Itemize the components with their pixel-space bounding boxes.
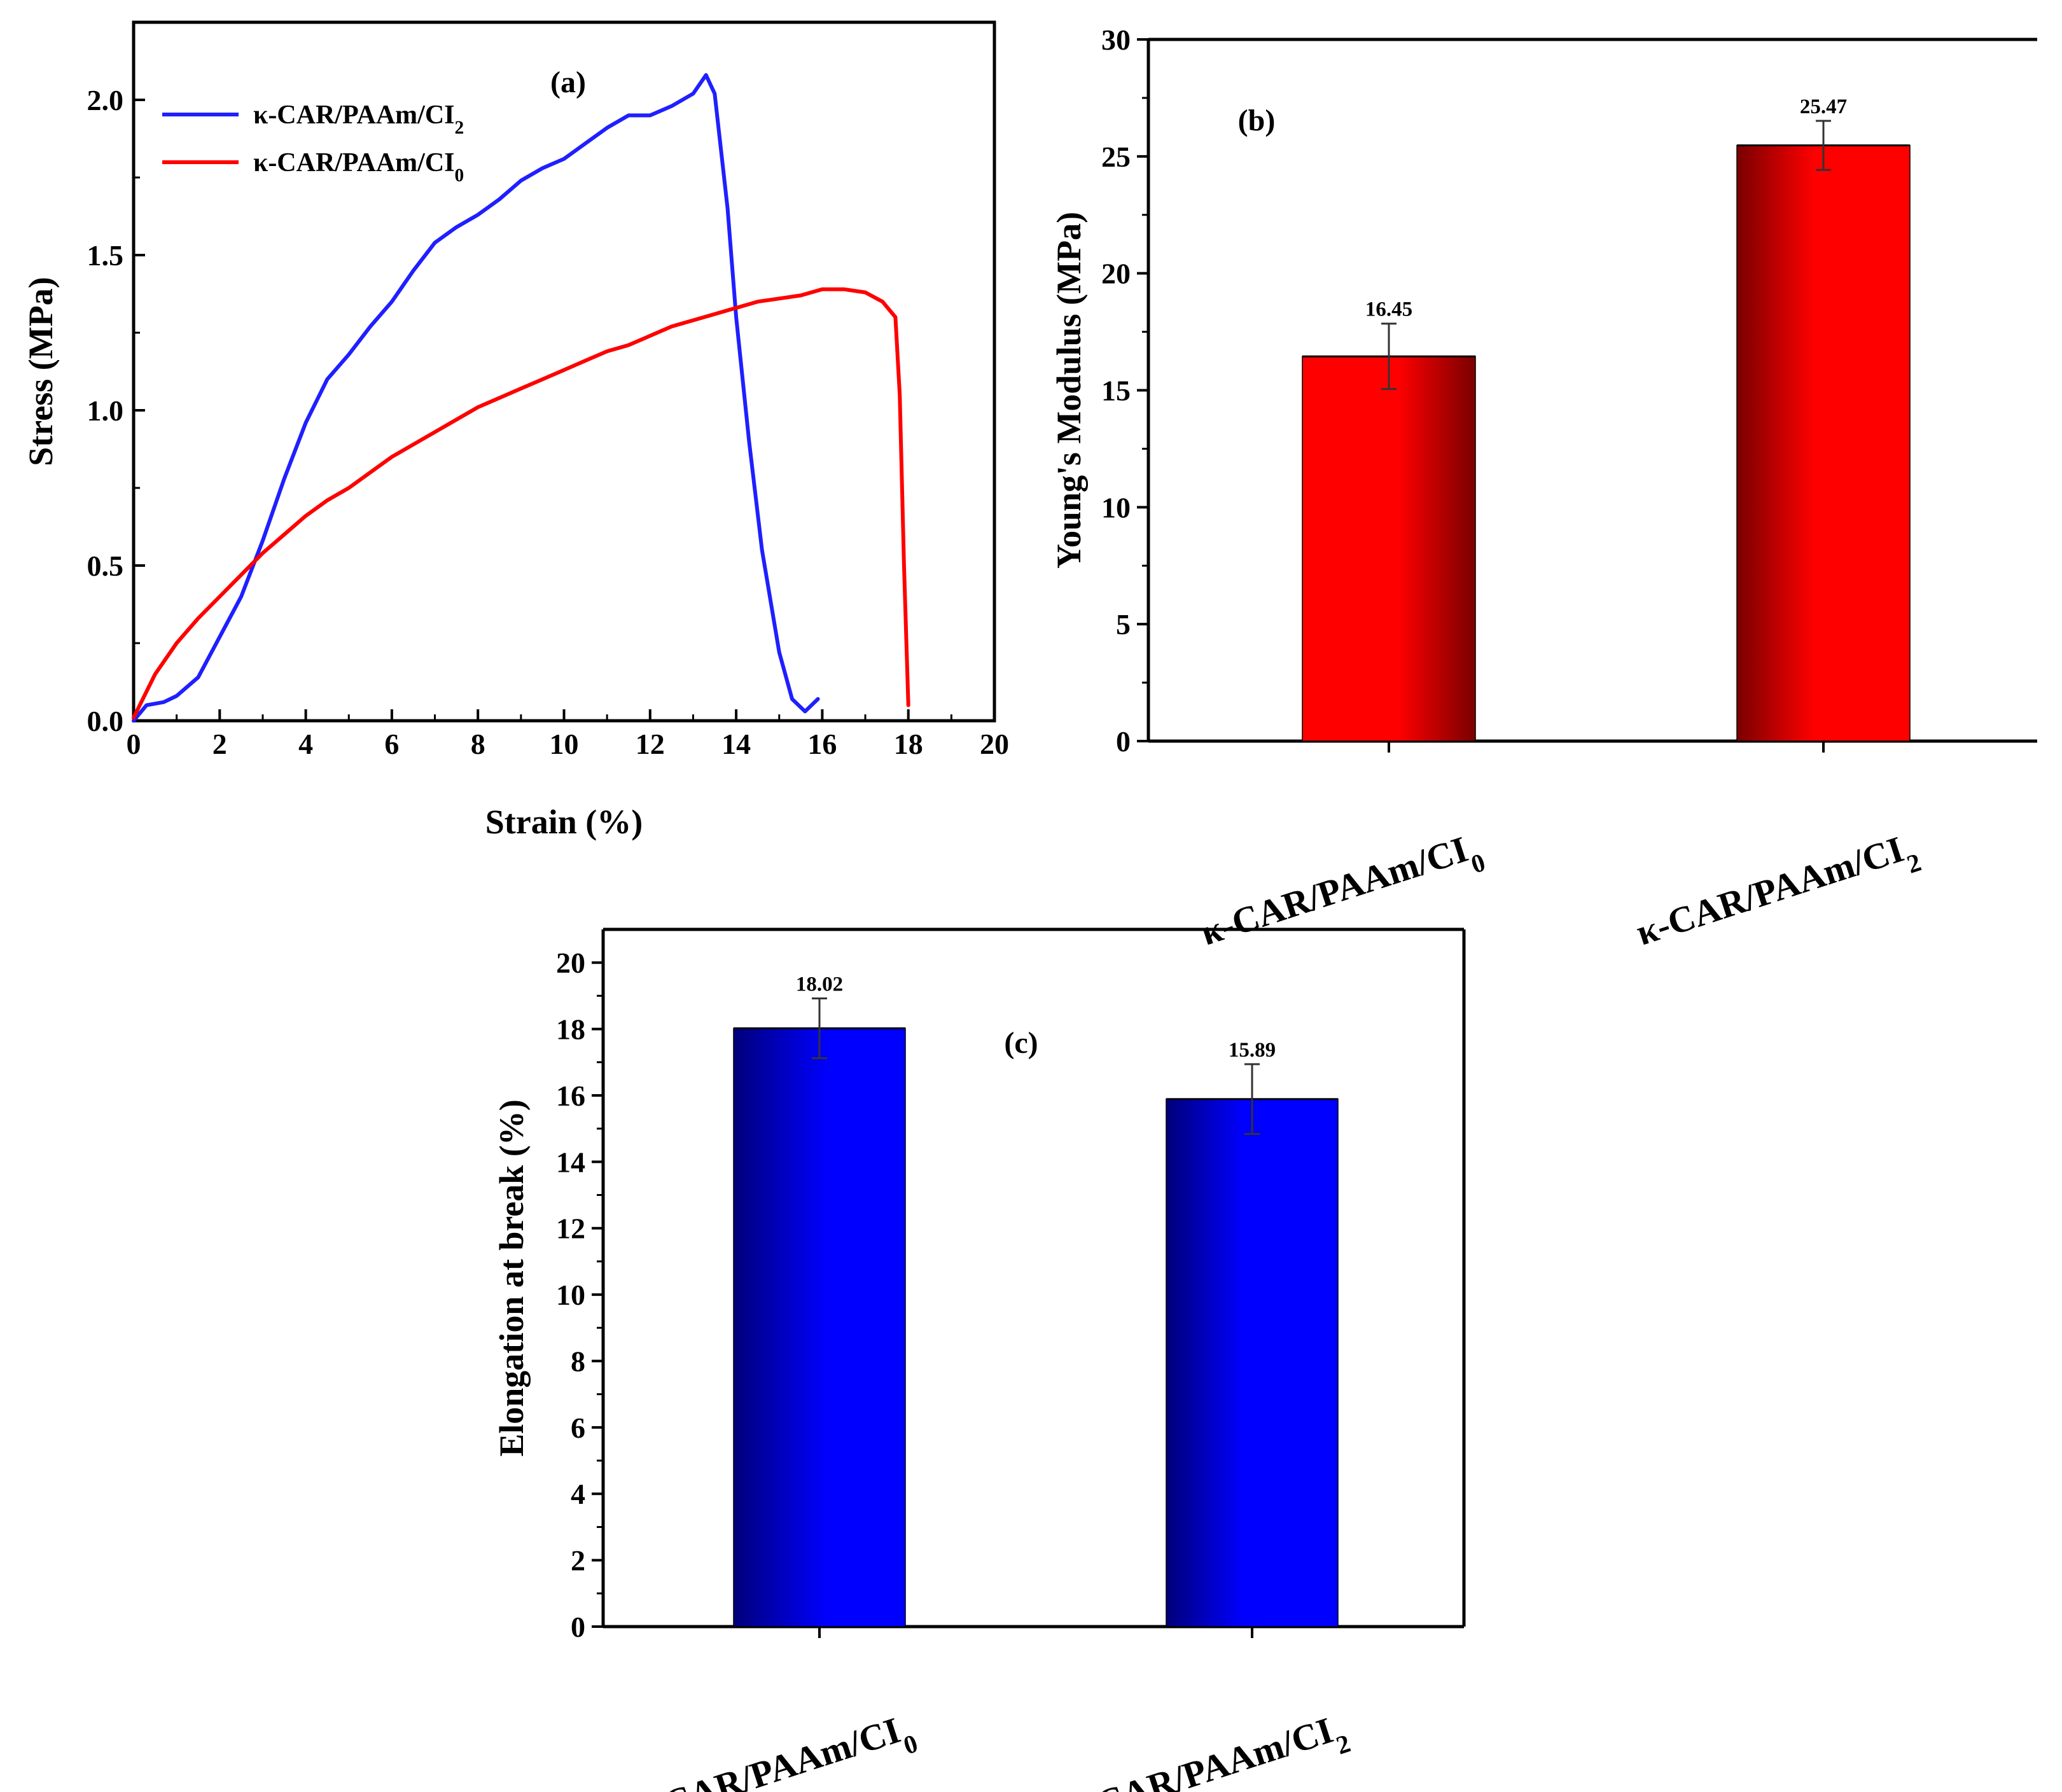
y-axis-label: Young's Modulus (MPa): [1050, 212, 1088, 569]
x-tick-label: 16: [807, 728, 837, 760]
y-tick-label: 30: [1101, 24, 1131, 56]
data-label: 15.89: [1229, 1039, 1276, 1062]
y-tick-label: 15: [1101, 375, 1131, 407]
x-tick-label: 14: [721, 728, 751, 760]
category-label-main: κ-CAR/PAAm/CI: [1631, 828, 1909, 954]
category-label-subscript: 2: [1333, 1728, 1354, 1760]
y-tick-label: 1.5: [87, 239, 124, 272]
panel-label-a: (a): [550, 66, 586, 99]
y-tick-label: 4: [571, 1478, 585, 1510]
category-label-main: κ-CAR/PAAm/CI: [1061, 1709, 1338, 1792]
legend-entry-subscript: 0: [455, 165, 464, 186]
y-tick-label: 6: [571, 1412, 585, 1444]
x-tick-label: 12: [636, 728, 665, 760]
y-tick-label: 14: [556, 1146, 585, 1178]
y-tick-label: 20: [556, 947, 585, 979]
y-tick-label: 0.5: [87, 550, 124, 582]
y-tick-label: 2.0: [87, 84, 124, 116]
y-tick-label: 10: [1101, 491, 1131, 524]
category-label-subscript: 0: [1468, 847, 1489, 879]
panel-label: (c): [1004, 1026, 1038, 1060]
y-tick-label: 8: [571, 1345, 585, 1377]
x-tick-label: 2: [212, 728, 227, 760]
y-tick-label: 2: [571, 1545, 585, 1577]
bar: [1302, 356, 1476, 742]
x-tick-label: 18: [894, 728, 923, 760]
y-tick-label: 16: [556, 1080, 585, 1112]
data-label: 16.45: [1365, 298, 1412, 321]
legend-entry-main: κ-CAR/PAAm/CI: [253, 148, 455, 177]
category-label: κ-CAR/PAAm/CI0: [1195, 824, 1489, 965]
legend-entry-subscript: 2: [455, 118, 464, 138]
y-axis-label: Elongation at break (%): [492, 1099, 531, 1457]
y-tick-label: 12: [556, 1212, 585, 1245]
x-tick-label: 0: [127, 728, 141, 760]
bar: [1166, 1098, 1339, 1627]
category-label: κ-CAR/PAAm/CI2: [1061, 1705, 1354, 1792]
y-tick-label: 0: [571, 1611, 585, 1643]
category-label-main: κ-CAR/PAAm/CI: [628, 1709, 905, 1792]
y-axis-label: Stress (MPa): [22, 277, 60, 466]
category-label-main: κ-CAR/PAAm/CI: [1195, 828, 1473, 954]
y-tick-label: 25: [1101, 141, 1131, 173]
y-tick-label: 18: [556, 1013, 585, 1046]
y-tick-label: 20: [1101, 258, 1131, 290]
y-tick-label: 5: [1116, 608, 1131, 641]
x-tick-label: 4: [298, 728, 313, 760]
y-tick-label: 0: [1116, 725, 1131, 758]
legend-entry-main: κ-CAR/PAAm/CI: [253, 101, 455, 130]
panel-label: (b): [1238, 104, 1276, 137]
x-tick-label: 8: [471, 728, 485, 760]
y-tick-label: 0.0: [87, 705, 124, 737]
x-axis-label: Strain (%): [485, 803, 643, 841]
data-label: 25.47: [1800, 95, 1847, 118]
category-label: κ-CAR/PAAm/CI0: [628, 1705, 921, 1792]
category-label-subscript: 0: [900, 1728, 921, 1760]
series-line-ci2: [132, 73, 820, 723]
x-tick-label: 6: [384, 728, 399, 760]
legend-entry: κ-CAR/PAAm/CI0: [253, 148, 464, 186]
y-tick-label: 1.0: [87, 394, 124, 427]
legend-entry: κ-CAR/PAAm/CI2: [253, 101, 464, 138]
bar: [1736, 144, 1911, 742]
category-label-subscript: 2: [1904, 847, 1925, 879]
bar: [733, 1027, 906, 1627]
category-label: κ-CAR/PAAm/CI2: [1631, 824, 1925, 965]
x-tick-label: 10: [550, 728, 579, 760]
y-tick-label: 10: [556, 1279, 585, 1311]
x-tick-label: 20: [980, 728, 1009, 760]
series-line-ci0: [132, 287, 910, 720]
data-label: 18.02: [796, 973, 843, 996]
